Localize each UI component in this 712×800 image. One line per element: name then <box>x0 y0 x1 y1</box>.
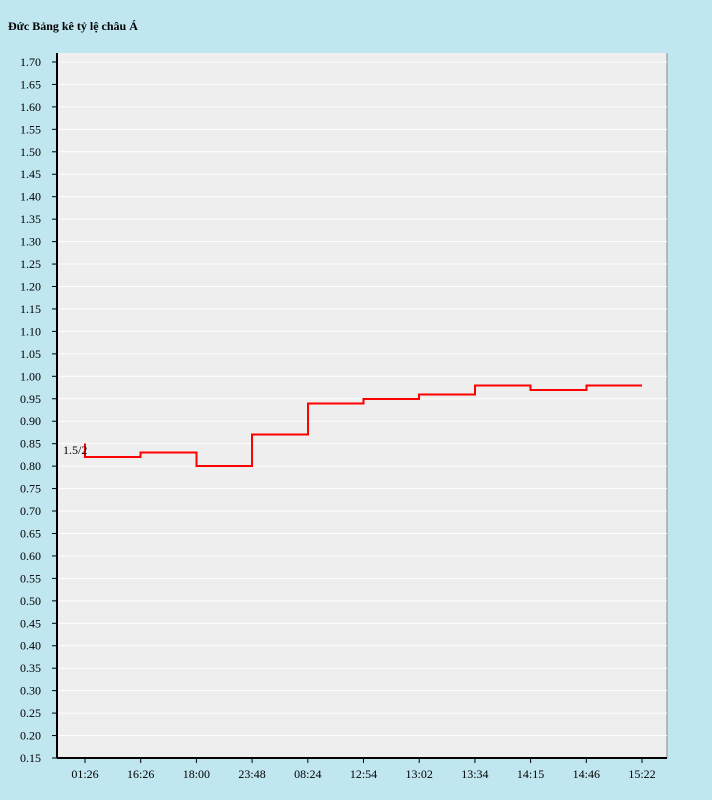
y-tick-label: 0.55 <box>20 571 41 585</box>
y-tick-label: 0.35 <box>20 661 41 675</box>
y-tick-label: 1.50 <box>20 145 41 159</box>
y-tick-label: 0.65 <box>20 526 41 540</box>
grid-lines <box>57 53 668 759</box>
x-tick-label: 15:22 <box>628 767 655 781</box>
y-tick-label: 0.80 <box>20 459 41 473</box>
y-tick-label: 1.40 <box>20 190 41 204</box>
y-tick-label: 0.85 <box>20 437 41 451</box>
y-tick-label: 1.05 <box>20 347 41 361</box>
y-tick-label: 1.00 <box>20 369 41 383</box>
x-tick-label: 08:24 <box>294 767 321 781</box>
plot-area <box>57 53 667 758</box>
x-axis: 01:26 16:26 18:00 23:48 08:24 12:54 13:02 13:34… <box>57 757 667 781</box>
y-tick-label: 1.25 <box>20 257 41 271</box>
y-tick-label: 0.25 <box>20 706 41 720</box>
y-tick-label: 1.45 <box>20 167 41 181</box>
y-tick-label: 0.30 <box>20 684 41 698</box>
chart-title: Đức Bảng kê tỷ lệ châu Á <box>8 19 138 33</box>
y-tick-label: 0.75 <box>20 482 41 496</box>
y-tick-label: 1.60 <box>20 100 41 114</box>
x-tick-label: 12:54 <box>350 767 377 781</box>
y-tick-label: 1.55 <box>20 122 41 136</box>
y-tick-label: 1.30 <box>20 235 41 249</box>
x-tick-label: 14:15 <box>517 767 544 781</box>
annotation-label: 1.5/2 <box>63 443 87 457</box>
y-tick-label: 0.95 <box>20 392 41 406</box>
y-tick-label: 1.10 <box>20 324 41 338</box>
annotation-group: 1.5/2 <box>63 443 87 457</box>
y-tick-label: 1.35 <box>20 212 41 226</box>
x-tick-label: 16:26 <box>127 767 154 781</box>
x-tick-label: 01:26 <box>71 767 98 781</box>
x-tick-label: 14:46 <box>573 767 600 781</box>
y-tick-label: 0.70 <box>20 504 41 518</box>
series-line <box>84 384 642 468</box>
y-tick-label: 0.50 <box>20 594 41 608</box>
y-tick-label: 0.40 <box>20 639 41 653</box>
x-tick-label: 18:00 <box>183 767 210 781</box>
y-tick-label: 1.20 <box>20 280 41 294</box>
y-tick-label: 0.20 <box>20 729 41 743</box>
x-tick-label: 13:34 <box>461 767 488 781</box>
y-tick-label: 1.15 <box>20 302 41 316</box>
series-group <box>84 384 642 468</box>
y-tick-label: 0.60 <box>20 549 41 563</box>
x-tick-label: 13:02 <box>406 767 433 781</box>
y-tick-label: 0.15 <box>20 751 41 765</box>
y-tick-label: 0.45 <box>20 616 41 630</box>
y-axis: 0.15 0.20 0.25 0.30 0.35 0.40 0.45 0.50 0.55 0.60… <box>20 53 58 765</box>
y-tick-label: 1.65 <box>20 77 41 91</box>
x-tick-label: 23:48 <box>238 767 265 781</box>
y-tick-label: 0.90 <box>20 414 41 428</box>
y-tick-label: 1.70 <box>20 55 41 69</box>
